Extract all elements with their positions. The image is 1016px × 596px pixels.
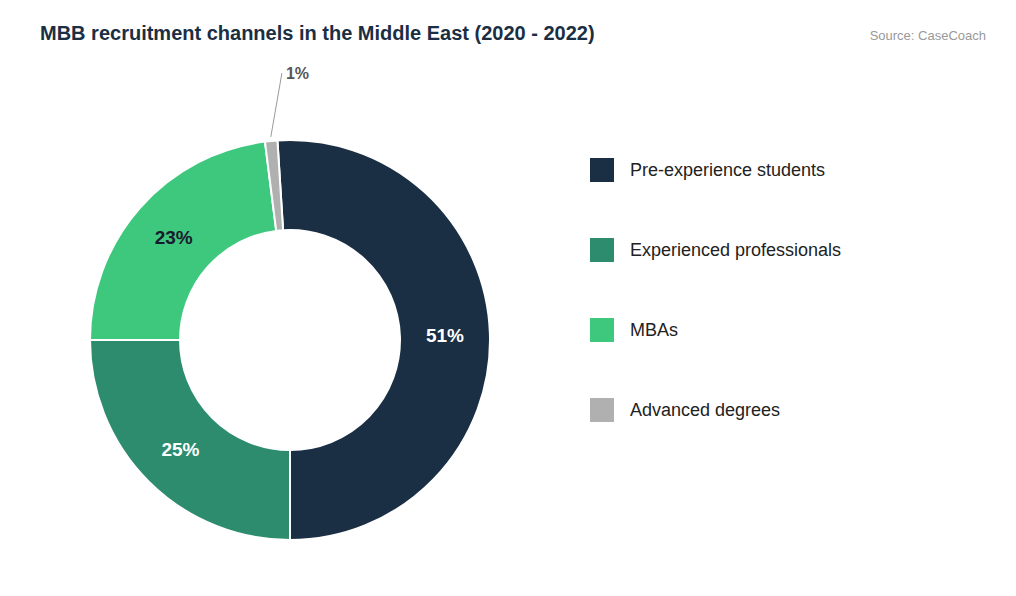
chart-container: MBB recruitment channels in the Middle E… (0, 0, 1016, 596)
slices (90, 140, 490, 540)
legend-label: Experienced professionals (630, 240, 841, 260)
data-label: 23% (155, 227, 193, 248)
legend-swatch (590, 158, 614, 182)
leader-line (271, 73, 282, 137)
legend-swatch (590, 398, 614, 422)
donut-slice (277, 140, 490, 540)
donut-slice (90, 142, 276, 340)
data-label: 1% (286, 65, 309, 82)
legend-label: MBAs (630, 320, 678, 340)
data-label: 25% (161, 439, 199, 460)
donut-slice (90, 340, 290, 540)
background (0, 0, 1016, 596)
legend: Pre-experience students Experienced profe… (590, 158, 841, 422)
donut-slice (265, 140, 283, 230)
legend-swatch (590, 318, 614, 342)
annotation: Source: CaseCoach (870, 28, 986, 43)
legend-swatch (590, 238, 614, 262)
title: MBB recruitment channels in the Middle E… (40, 22, 595, 44)
data-label: 51% (426, 325, 464, 346)
legend-label: Advanced degrees (630, 400, 780, 420)
legend-label: Pre-experience students (630, 160, 825, 180)
chart-svg: MBB recruitment channels in the Middle E… (0, 0, 1016, 596)
data-labels: 51% 25% 23% 1% (155, 65, 464, 460)
